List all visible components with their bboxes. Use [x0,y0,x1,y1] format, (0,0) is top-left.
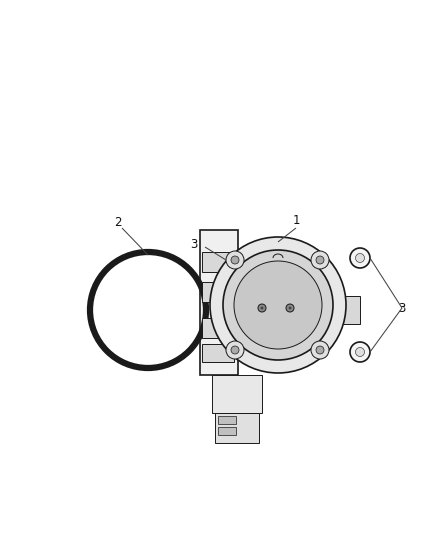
Bar [200,230,238,375]
Circle shape [286,304,294,312]
Bar [212,375,262,413]
Circle shape [316,256,324,264]
Bar [215,413,259,443]
Bar [202,318,234,338]
Circle shape [350,342,370,362]
Bar [218,427,236,435]
Text: 3: 3 [398,302,406,314]
Circle shape [261,306,263,309]
Circle shape [356,254,364,262]
Text: 3: 3 [191,238,198,252]
Circle shape [311,251,329,269]
Circle shape [289,306,291,309]
Bar [218,416,236,424]
Circle shape [311,341,329,359]
Bar [202,282,234,302]
Circle shape [226,341,244,359]
Bar [202,344,234,362]
Circle shape [223,250,333,360]
Circle shape [210,237,346,373]
Text: 2: 2 [114,215,122,229]
Circle shape [234,261,322,349]
Circle shape [356,348,364,357]
Bar [202,252,234,272]
Circle shape [231,256,239,264]
Circle shape [258,304,266,312]
Text: 1: 1 [292,214,300,227]
Circle shape [231,346,239,354]
Bar [342,296,360,324]
Circle shape [350,248,370,268]
Circle shape [316,346,324,354]
Circle shape [226,251,244,269]
